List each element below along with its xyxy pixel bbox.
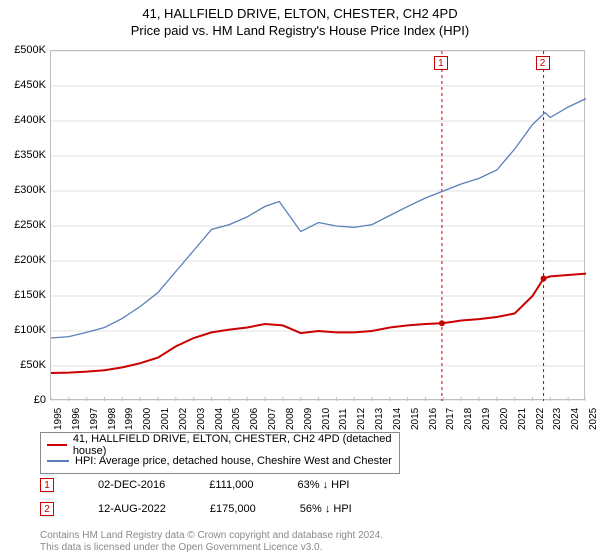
legend-row: 41, HALLFIELD DRIVE, ELTON, CHESTER, CH2… [47, 437, 393, 453]
y-tick-label: £350K [4, 149, 46, 161]
sale-date: 02-DEC-2016 [98, 479, 165, 491]
y-tick-label: £100K [4, 324, 46, 336]
sale-marker-label: 1 [44, 480, 50, 491]
x-tick-label: 2010 [321, 408, 332, 430]
sale-marker-icon-1: 1 [40, 478, 54, 492]
y-tick-label: £500K [4, 44, 46, 56]
y-tick-label: £250K [4, 219, 46, 231]
x-tick-label: 2003 [196, 408, 207, 430]
x-tick-label: 2013 [374, 408, 385, 430]
footer-line1: Contains HM Land Registry data © Crown c… [40, 530, 383, 541]
x-tick-label: 2001 [160, 408, 171, 430]
x-tick-label: 2025 [588, 408, 599, 430]
x-tick-label: 2023 [552, 408, 563, 430]
sale-marker-icon-2: 2 [40, 502, 54, 516]
sale-pct: 56% ↓ HPI [300, 503, 352, 515]
y-tick-label: £450K [4, 79, 46, 91]
title-subtitle: Price paid vs. HM Land Registry's House … [0, 23, 600, 38]
x-tick-label: 2012 [356, 408, 367, 430]
y-tick-label: £150K [4, 289, 46, 301]
x-tick-label: 2004 [214, 408, 225, 430]
legend: 41, HALLFIELD DRIVE, ELTON, CHESTER, CH2… [40, 432, 400, 474]
y-tick-label: £400K [4, 114, 46, 126]
title-address: 41, HALLFIELD DRIVE, ELTON, CHESTER, CH2… [0, 6, 600, 21]
y-tick-label: £50K [4, 359, 46, 371]
sale-pct: 63% ↓ HPI [298, 479, 350, 491]
chart-plot-area [50, 50, 585, 400]
x-tick-label: 2006 [249, 408, 260, 430]
sale-marker-label: 2 [44, 504, 50, 515]
x-tick-label: 1995 [53, 408, 64, 430]
sale-date: 12-AUG-2022 [98, 503, 166, 515]
x-tick-label: 1998 [107, 408, 118, 430]
x-tick-label: 2007 [267, 408, 278, 430]
y-tick-label: £200K [4, 254, 46, 266]
legend-label-hpi: HPI: Average price, detached house, Ches… [75, 455, 392, 467]
y-tick-label: £300K [4, 184, 46, 196]
x-tick-label: 2005 [231, 408, 242, 430]
sale-price: £111,000 [209, 479, 253, 491]
x-tick-label: 2024 [570, 408, 581, 430]
sale-marker-flag: 2 [536, 56, 550, 70]
x-tick-label: 2011 [338, 408, 349, 430]
x-tick-label: 1997 [89, 408, 100, 430]
x-tick-label: 1999 [124, 408, 135, 430]
x-tick-label: 2015 [410, 408, 421, 430]
x-tick-label: 2009 [303, 408, 314, 430]
x-tick-label: 2020 [499, 408, 510, 430]
x-tick-label: 2022 [535, 408, 546, 430]
x-tick-label: 2008 [285, 408, 296, 430]
x-tick-label: 2000 [142, 408, 153, 430]
chart-svg [51, 51, 586, 401]
x-tick-label: 2017 [445, 408, 456, 430]
x-tick-label: 2014 [392, 408, 403, 430]
legend-row: HPI: Average price, detached house, Ches… [47, 453, 393, 469]
x-tick-label: 2021 [517, 408, 528, 430]
sale-price: £175,000 [210, 503, 256, 515]
footer-line2: This data is licensed under the Open Gov… [40, 542, 322, 553]
sale-row-1: 1 02-DEC-2016 £111,000 63% ↓ HPI [40, 478, 349, 492]
legend-swatch-hpi [47, 460, 69, 461]
x-tick-label: 1996 [71, 408, 82, 430]
sale-row-2: 2 12-AUG-2022 £175,000 56% ↓ HPI [40, 502, 352, 516]
x-tick-label: 2018 [463, 408, 474, 430]
x-tick-label: 2019 [481, 408, 492, 430]
legend-swatch-property [47, 444, 67, 446]
sale-marker-flag: 1 [434, 56, 448, 70]
legend-label-property: 41, HALLFIELD DRIVE, ELTON, CHESTER, CH2… [73, 433, 393, 457]
x-tick-label: 2002 [178, 408, 189, 430]
y-tick-label: £0 [4, 394, 46, 406]
x-tick-label: 2016 [428, 408, 439, 430]
